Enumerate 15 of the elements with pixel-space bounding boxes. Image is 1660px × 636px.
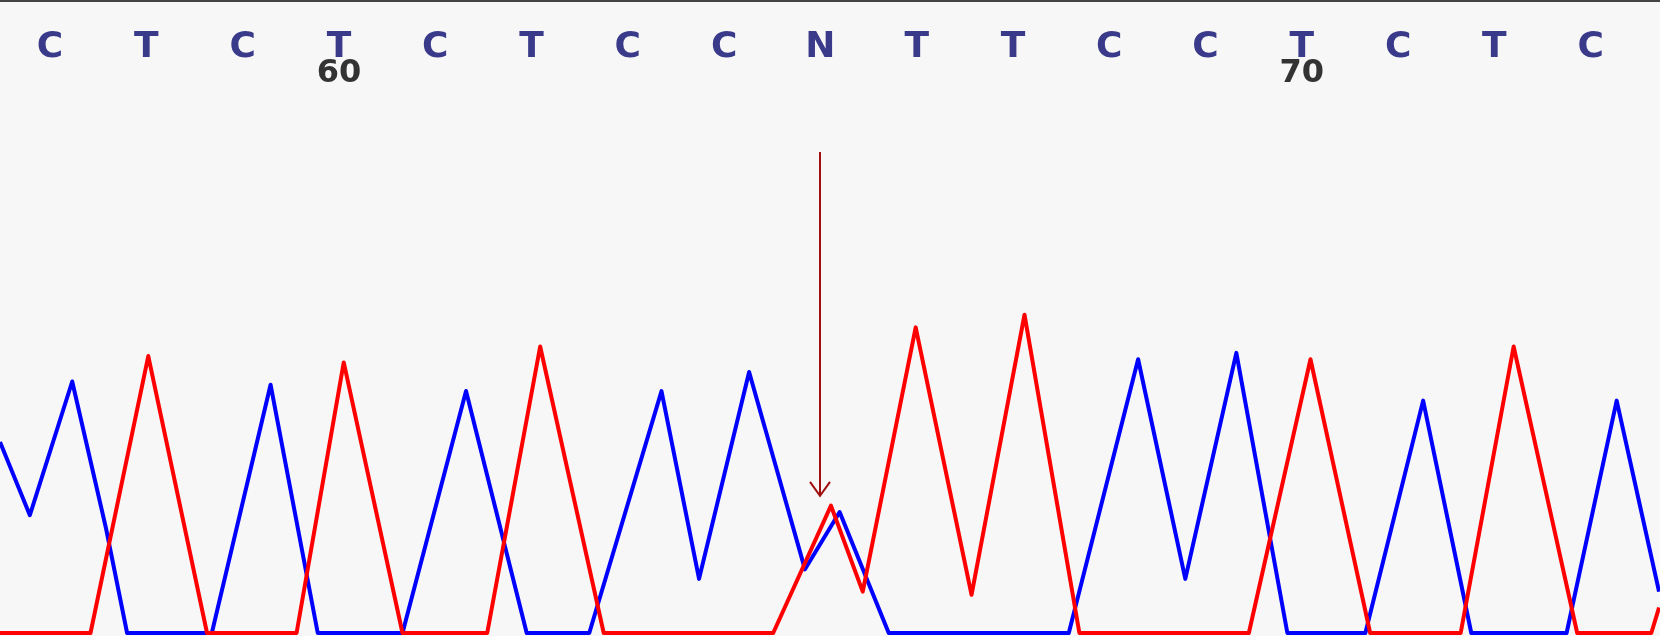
text: T (1482, 23, 1508, 65)
text: C (422, 23, 449, 65)
text: N (805, 23, 836, 65)
text: C (1384, 23, 1412, 65)
text: C (229, 23, 256, 65)
text: C (1192, 23, 1219, 65)
text: C (1577, 23, 1604, 65)
text: C (614, 23, 642, 65)
text: T (519, 23, 545, 65)
text: T (904, 23, 930, 65)
text: C (1096, 23, 1123, 65)
text: T (134, 23, 160, 65)
text: T (1000, 23, 1026, 65)
text: C (710, 23, 738, 65)
text: C (36, 23, 64, 65)
